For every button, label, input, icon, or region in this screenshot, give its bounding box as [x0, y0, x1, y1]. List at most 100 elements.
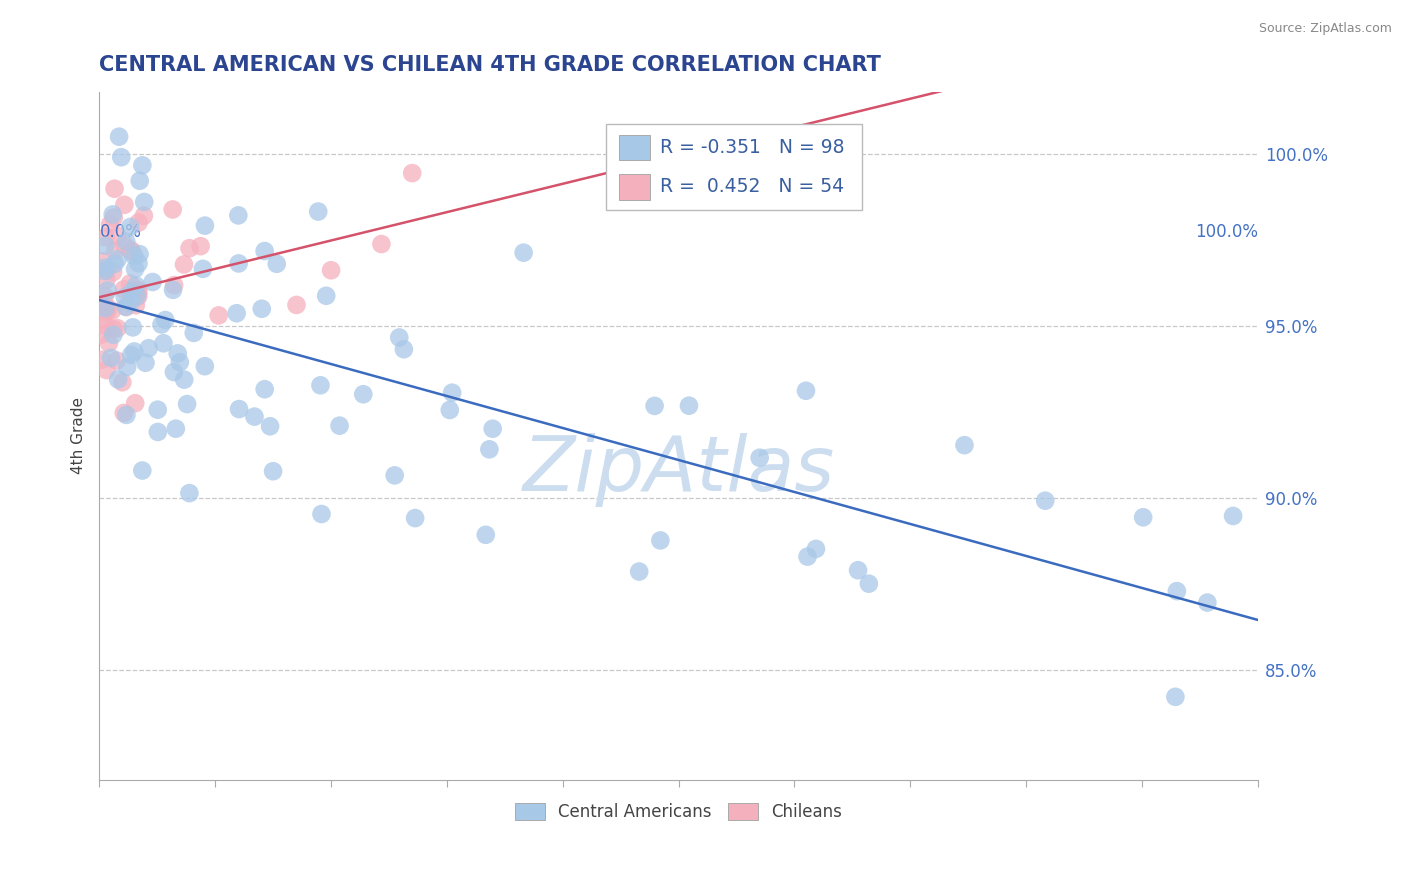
Point: [311, 507, 333, 521]
Point: [259, 419, 281, 434]
Point: [162, 283, 184, 297]
Point: [131, 158, 153, 172]
Point: [628, 565, 651, 579]
Point: [101, 265, 124, 279]
Point: [146, 425, 169, 439]
Point: [650, 533, 672, 548]
Point: [104, 257, 127, 271]
Point: [804, 541, 827, 556]
Point: [128, 174, 150, 188]
Point: [194, 219, 217, 233]
Point: [644, 399, 666, 413]
Point: [155, 313, 177, 327]
Point: [262, 464, 284, 478]
Point: [94, 301, 117, 315]
Text: R = -0.351   N = 98: R = -0.351 N = 98: [659, 138, 845, 157]
Point: [96, 301, 118, 315]
Point: [142, 275, 165, 289]
Point: [309, 378, 332, 392]
Point: [111, 376, 134, 390]
Point: [794, 384, 817, 398]
Point: [118, 277, 141, 291]
Point: [94, 304, 117, 318]
Point: [1166, 584, 1188, 599]
Point: [132, 209, 155, 223]
Point: [98, 218, 121, 232]
Point: [329, 418, 352, 433]
Point: [307, 204, 329, 219]
Point: [125, 289, 148, 303]
Point: [370, 237, 392, 252]
Point: [150, 318, 173, 332]
Point: [163, 365, 186, 379]
Point: [115, 359, 138, 374]
Point: [90, 327, 112, 342]
Point: [125, 278, 148, 293]
Point: [96, 273, 118, 287]
Point: [107, 321, 129, 335]
Point: [228, 256, 250, 270]
Point: [127, 283, 149, 297]
Point: [163, 278, 186, 293]
Point: [121, 285, 143, 300]
Point: [1164, 690, 1187, 704]
Point: [134, 356, 156, 370]
Point: [120, 288, 142, 302]
Point: [105, 353, 128, 368]
Point: [384, 468, 406, 483]
Point: [191, 261, 214, 276]
Point: [748, 450, 770, 465]
Point: [96, 263, 118, 277]
Point: [162, 202, 184, 217]
Point: [96, 319, 118, 334]
Text: Source: ZipAtlas.com: Source: ZipAtlas.com: [1258, 22, 1392, 36]
Text: 0.0%: 0.0%: [100, 223, 142, 241]
Point: [128, 247, 150, 261]
Text: 100.0%: 100.0%: [1195, 223, 1258, 241]
Point: [1033, 493, 1056, 508]
Point: [228, 208, 250, 222]
Point: [173, 257, 195, 271]
Point: [678, 399, 700, 413]
Point: [253, 244, 276, 258]
Point: [101, 303, 124, 318]
Point: [107, 372, 129, 386]
Point: [183, 326, 205, 340]
Point: [208, 309, 231, 323]
Point: [114, 290, 136, 304]
Point: [97, 284, 120, 298]
Point: [112, 198, 135, 212]
Point: [90, 299, 112, 313]
Point: [94, 238, 117, 252]
Point: [315, 289, 337, 303]
Point: [97, 336, 120, 351]
Point: [120, 219, 142, 234]
Point: [100, 351, 122, 365]
Point: [90, 299, 112, 313]
Point: [173, 373, 195, 387]
Point: [127, 289, 149, 303]
Point: [131, 464, 153, 478]
Point: [108, 129, 131, 144]
Point: [134, 194, 156, 209]
Point: [846, 563, 869, 577]
Text: CENTRAL AMERICAN VS CHILEAN 4TH GRADE CORRELATION CHART: CENTRAL AMERICAN VS CHILEAN 4TH GRADE CO…: [100, 55, 882, 75]
Point: [105, 228, 128, 243]
Point: [103, 322, 125, 336]
Point: [124, 249, 146, 263]
Point: [103, 327, 125, 342]
Point: [243, 409, 266, 424]
Point: [90, 352, 112, 367]
Point: [796, 549, 818, 564]
Point: [319, 263, 342, 277]
Point: [103, 182, 125, 196]
Point: [115, 408, 138, 422]
Point: [250, 301, 273, 316]
Point: [114, 300, 136, 314]
Point: [112, 238, 135, 252]
Point: [121, 245, 143, 260]
Point: [128, 215, 150, 229]
Point: [388, 330, 411, 344]
Point: [253, 382, 276, 396]
Point: [124, 262, 146, 277]
